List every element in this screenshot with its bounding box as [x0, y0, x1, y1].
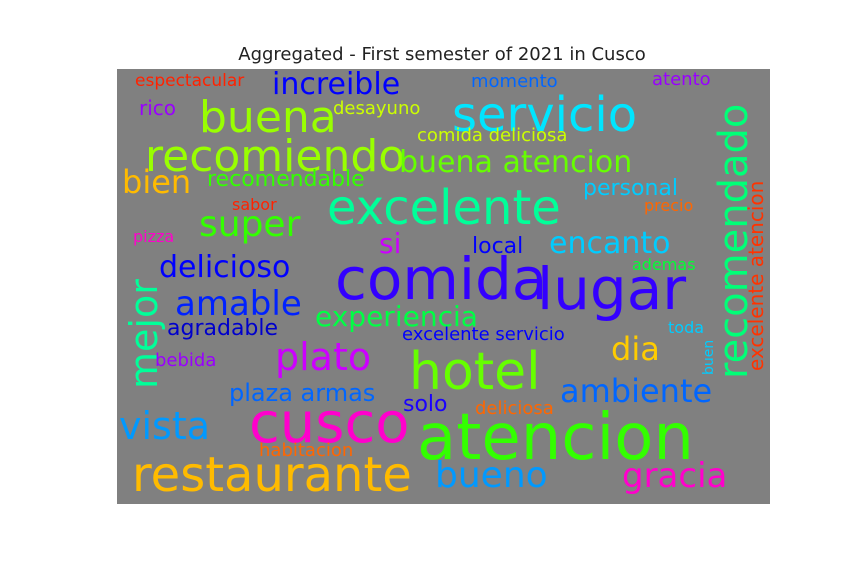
word-lugar: lugar — [537, 255, 686, 323]
word-agradable: agradable — [167, 316, 278, 341]
word-amable: amable — [175, 284, 302, 324]
word-atento: atento — [652, 69, 711, 90]
word-deliciosa: deliciosa — [475, 398, 554, 419]
word-buen: buen — [701, 340, 717, 375]
word-momento: momento — [471, 71, 558, 92]
word-ademas: ademas — [632, 255, 696, 274]
word-sabor: sabor — [232, 195, 277, 214]
word-restaurante: restaurante — [132, 447, 412, 503]
word-mejor: mejor — [122, 279, 166, 389]
word-precio: precio — [644, 196, 693, 215]
cloud-background — [117, 69, 770, 504]
word-recomiendo: recomiendo — [145, 131, 405, 182]
word-desayuno: desayuno — [333, 98, 420, 119]
chart-title: Aggregated - First semester of 2021 in C… — [238, 44, 646, 65]
word-ambiente: ambiente — [560, 372, 712, 410]
word-vista: vista — [119, 404, 210, 448]
word-comida-deliciosa: comida deliciosa — [417, 125, 567, 146]
word-recomendado: recomendado — [711, 104, 757, 379]
word-bueno: bueno — [435, 455, 548, 496]
word-habitacion: habitacion — [259, 440, 353, 461]
word-dia: dia — [611, 330, 660, 368]
word-delicioso: delicioso — [159, 250, 290, 285]
word-espectacular: espectacular — [135, 71, 244, 91]
word-excelente: excelente — [327, 180, 561, 236]
word-buena-atencion: buena atencion — [399, 145, 632, 180]
word-buena: buena — [199, 92, 337, 143]
word-plaza-armas: plaza armas — [229, 379, 375, 407]
word-toda: toda — [668, 318, 704, 337]
word-servicio: servicio — [452, 87, 637, 143]
word-comida: comida — [335, 245, 547, 313]
word-bien: bien — [122, 163, 191, 201]
word-hotel: hotel — [409, 342, 541, 402]
word-encanto: encanto — [549, 226, 670, 261]
word-plato: plato — [275, 335, 371, 379]
word-excelente-servicio: excelente servicio — [402, 324, 565, 345]
word-excelente-atencion: excelente atencion — [744, 181, 768, 371]
word-recomendable: recomendable — [207, 167, 365, 192]
word-increible: increible — [272, 69, 400, 102]
word-bebida: bebida — [155, 350, 216, 371]
word-local: local — [472, 234, 523, 259]
word-pizza: pizza — [133, 227, 174, 246]
word-rico: rico — [139, 96, 176, 120]
word-super: super — [199, 204, 301, 245]
word-si: si — [379, 227, 401, 260]
word-solo: solo — [403, 392, 448, 417]
word-personal: personal — [583, 176, 678, 201]
word-atencion: atencion — [417, 401, 694, 475]
word-experiencia: experiencia — [315, 300, 478, 333]
word-gracia: gracia — [622, 456, 727, 496]
word-cusco: cusco — [249, 391, 410, 456]
